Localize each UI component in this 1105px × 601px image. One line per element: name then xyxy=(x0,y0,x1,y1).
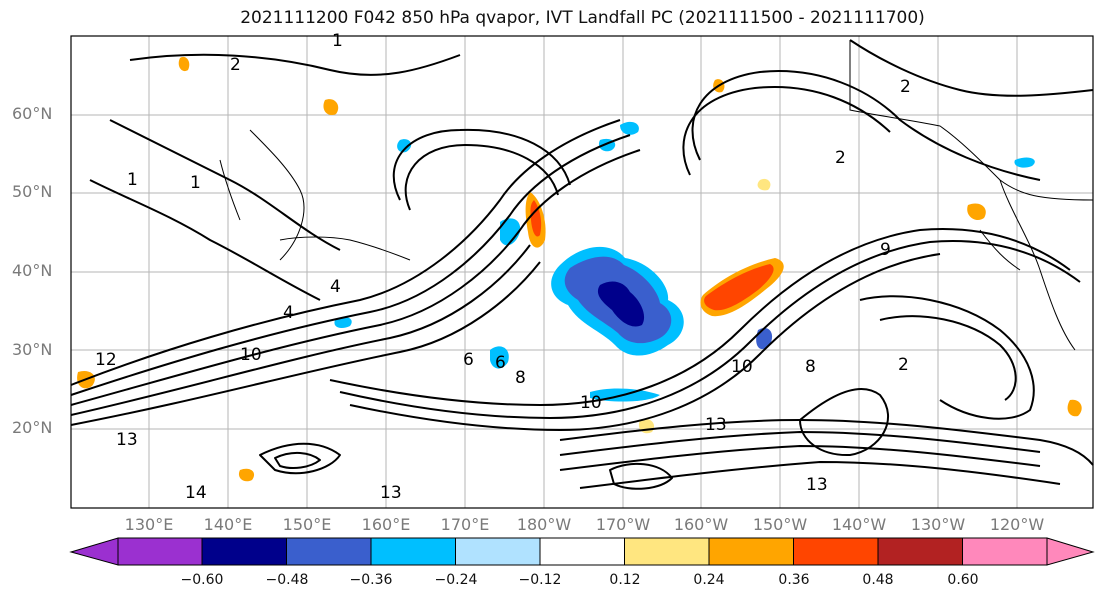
colorbar-bin xyxy=(793,537,879,566)
colorbar-extend-high xyxy=(1046,537,1095,566)
ivt-contours xyxy=(70,39,1094,490)
lon-label: 130°W xyxy=(910,515,966,534)
lon-label: 160°W xyxy=(673,515,729,534)
lon-label: 120°W xyxy=(989,515,1045,534)
colorbar-tick-label: 0.12 xyxy=(609,572,641,588)
contour-label: 4 xyxy=(330,277,341,297)
lon-label: 150°W xyxy=(752,515,808,534)
lat-label: 60°N xyxy=(12,104,53,123)
colorbar-bin xyxy=(624,537,710,566)
coastlines xyxy=(219,40,1094,351)
contour-label: 1 xyxy=(190,173,201,193)
colorbar xyxy=(69,537,1095,566)
colorbar-bin xyxy=(286,537,372,566)
colorbar-bin xyxy=(962,537,1048,566)
colorbar-bin xyxy=(370,537,456,566)
colorbar-extend-low xyxy=(69,537,119,566)
colorbar-bin xyxy=(877,537,963,566)
colorbar-tick-label: 0.48 xyxy=(862,572,894,588)
map-frame xyxy=(70,35,1094,509)
lon-label: 130°E xyxy=(124,515,174,534)
qvapor-positive-anomaly xyxy=(77,56,1082,482)
contour-label: 13 xyxy=(705,415,727,435)
contour-label: 2 xyxy=(900,77,911,97)
contour-label: 10 xyxy=(731,357,753,377)
lat-label: 20°N xyxy=(12,418,53,437)
lon-label: 170°E xyxy=(440,515,490,534)
colorbar-tick-label: −0.24 xyxy=(434,572,478,588)
contour-label: 1 xyxy=(127,170,138,190)
colorbar-tick-label: −0.48 xyxy=(265,572,309,588)
contour-label: 13 xyxy=(806,475,828,495)
lon-label: 140°E xyxy=(203,515,253,534)
qvapor-negative-anomaly xyxy=(334,121,1035,402)
contour-label: 14 xyxy=(185,483,207,503)
colorbar-tick-label: 0.24 xyxy=(693,572,725,588)
lat-label: 50°N xyxy=(12,182,53,201)
colorbar-bin xyxy=(539,537,625,566)
lon-label: 150°E xyxy=(282,515,332,534)
colorbar-tick-label: 0.60 xyxy=(947,572,979,588)
lon-label: 180°W xyxy=(516,515,572,534)
colorbar-bin xyxy=(455,537,541,566)
contour-label: 13 xyxy=(380,483,402,503)
contour-label: 2 xyxy=(230,55,241,75)
contour-label: 6 xyxy=(463,350,474,370)
contour-label: 13 xyxy=(116,430,138,450)
lat-label: 30°N xyxy=(12,340,53,359)
lon-label: 170°W xyxy=(595,515,651,534)
colorbar-tick-label: −0.36 xyxy=(349,572,393,588)
lon-label: 140°W xyxy=(831,515,887,534)
colorbar-bin xyxy=(708,537,794,566)
contour-label: 9 xyxy=(880,240,891,260)
lon-label: 160°E xyxy=(361,515,411,534)
contour-label: 10 xyxy=(580,393,602,413)
contour-label: 12 xyxy=(95,350,117,370)
colorbar-bin xyxy=(201,537,287,566)
contour-label: 8 xyxy=(805,357,816,377)
contour-label: 10 xyxy=(240,345,262,365)
contour-label: 6 xyxy=(495,353,506,373)
contour-label: 8 xyxy=(515,368,526,388)
contour-label: 2 xyxy=(898,355,909,375)
colorbar-tick-label: −0.60 xyxy=(180,572,224,588)
contour-label: 4 xyxy=(283,303,294,323)
map-title: 2021111200 F042 850 hPa qvapor, IVT Land… xyxy=(240,8,925,28)
contour-label: 1 xyxy=(332,31,343,51)
map-gridlines xyxy=(71,36,1093,508)
contour-label: 2 xyxy=(835,148,846,168)
colorbar-bin xyxy=(117,537,203,566)
lat-label: 40°N xyxy=(12,261,53,280)
contour-labels: 1 2 1 1 4 4 6 6 8 10 10 12 13 14 13 13 2… xyxy=(95,31,911,503)
colorbar-tick-label: −0.12 xyxy=(518,572,562,588)
colorbar-tick-label: 0.36 xyxy=(778,572,810,588)
